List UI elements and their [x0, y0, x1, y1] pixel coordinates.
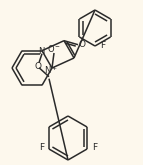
Text: O: O — [79, 40, 86, 49]
Text: F: F — [92, 143, 97, 151]
Text: F: F — [39, 143, 44, 151]
Text: F: F — [100, 40, 105, 50]
Text: N$^+$: N$^+$ — [44, 64, 58, 76]
Text: O: O — [34, 62, 41, 71]
Text: O$^-$: O$^-$ — [47, 43, 61, 53]
Text: N: N — [38, 47, 44, 56]
